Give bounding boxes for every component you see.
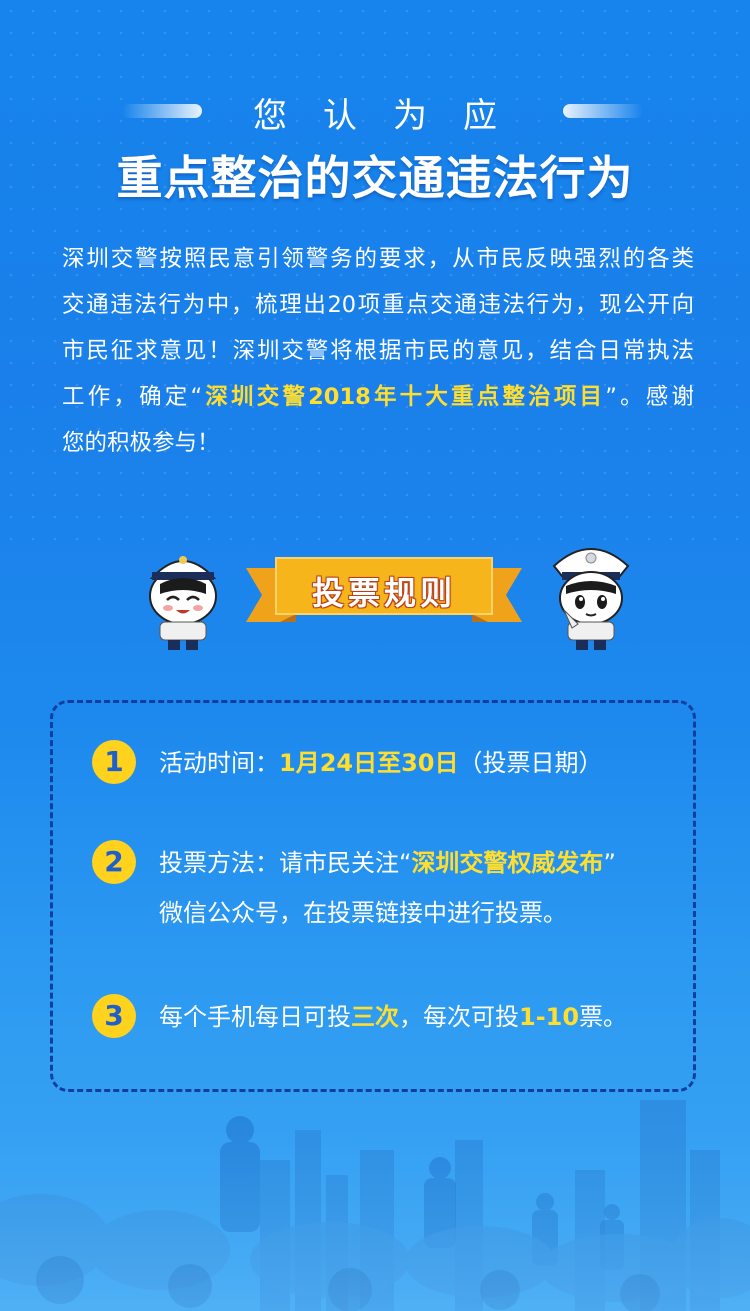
decor-bar-right [563, 104, 643, 118]
number-badge: 2 [92, 840, 136, 884]
rule-highlight: 深圳交警权威发布 [411, 849, 604, 877]
intro-paragraph: 深圳交警按照民意引领警务的要求，从市民反映强烈的各类 交通违法行为中，梳理出20… [62, 236, 694, 466]
rule-text-plain: 每个手机每日可投 [159, 1003, 351, 1031]
rule-item-3: 3 每个手机每日可投三次，每次可投1-10票。 [92, 992, 682, 1042]
number-badge: 3 [92, 994, 136, 1038]
intro-line: 工作，确定“深圳交警2018年十大重点整治项目”。感谢 [62, 374, 694, 420]
rule-item-1: 1 活动时间：1月24日至30日（投票日期） [92, 738, 682, 788]
traffic-police-mascot-right-icon [552, 548, 630, 650]
rule-highlight: 1月24日至30日 [279, 749, 459, 777]
rule-text-plain: 投票方法：请市民关注“ [159, 849, 412, 877]
intro-line: 市民征求意见！深圳交警将根据市民的意见，结合日常执法 [62, 338, 694, 364]
rule-text-plain: （投票日期） [458, 749, 603, 777]
rule-text: 每个手机每日可投三次，每次可投1-10票。 [159, 992, 682, 1042]
rule-text-plain: 活动时间： [159, 749, 279, 777]
rule-text: 投票方法：请市民关注“深圳交警权威发布” [159, 838, 682, 888]
background-pattern [0, 0, 750, 560]
number-badge: 1 [92, 740, 136, 784]
decor-bar-left [122, 104, 202, 118]
rule-text: 活动时间：1月24日至30日（投票日期） [159, 738, 682, 788]
rule-text-line2: 微信公众号，在投票链接中进行投票。 [159, 899, 567, 927]
rule-highlight: 1-10 [519, 1003, 580, 1031]
rule-text-plain: 票。 [579, 1003, 628, 1031]
rule-highlight: 三次 [351, 1003, 399, 1031]
rule-item-2: 2 投票方法：请市民关注“深圳交警权威发布” 微信公众号，在投票链接中进行投票。 [92, 838, 682, 938]
intro-line: 您的积极参与！ [62, 430, 220, 456]
rule-text-plain: ，每次可投 [399, 1003, 519, 1031]
intro-highlight: 深圳交警2018年十大重点整治项目 [202, 384, 606, 410]
traffic-police-mascot-left-icon [149, 556, 217, 650]
intro-line: 深圳交警按照民意引领警务的要求，从市民反映强烈的各类 [62, 246, 694, 272]
page-title: 重点整治的交通违法行为 [116, 151, 634, 205]
intro-text: ”。感谢 [605, 384, 694, 410]
ribbon-banner-icon [246, 557, 522, 622]
intro-text: 工作，确定“ [62, 384, 203, 410]
intro-line: 交通违法行为中，梳理出20项重点交通违法行为，现公开向 [62, 292, 694, 318]
rule-text-plain: ” [603, 849, 616, 877]
city-skyline-illustration-icon [0, 1090, 750, 1311]
ribbon-label: 投票规则 [311, 574, 456, 612]
rules-ribbon: 投票规则 [246, 556, 522, 628]
page-subtitle: 您认为应 [253, 96, 533, 136]
